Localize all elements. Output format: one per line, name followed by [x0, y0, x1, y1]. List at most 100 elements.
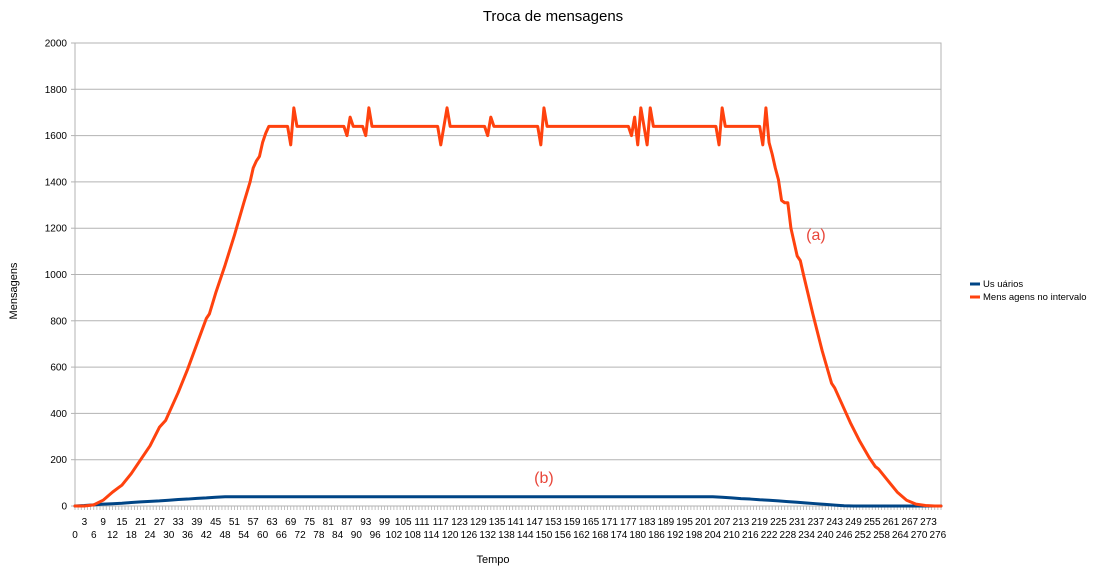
x-axis-title: Tempo — [476, 554, 509, 566]
x-tick-label: 108 — [404, 530, 421, 541]
x-tick-label: 69 — [285, 517, 297, 528]
chart-title: Troca de mensagens — [483, 8, 623, 25]
annotation-label: (b) — [534, 470, 554, 487]
x-tick-label: 3 — [82, 517, 88, 528]
x-tick-label: 270 — [911, 530, 928, 541]
x-tick-label: 84 — [332, 530, 344, 541]
x-tick-label: 99 — [379, 517, 391, 528]
x-tick-label: 111 — [414, 517, 430, 528]
x-tick-label: 132 — [479, 530, 496, 541]
x-tick-label: 45 — [210, 517, 222, 528]
x-tick-label: 78 — [313, 530, 325, 541]
x-tick-label: 264 — [892, 530, 909, 541]
y-tick-label: 800 — [50, 316, 67, 327]
y-tick-label: 2000 — [45, 39, 68, 50]
x-tick-label: 225 — [770, 517, 787, 528]
x-tick-label: 165 — [583, 517, 600, 528]
x-tick-label: 267 — [901, 517, 918, 528]
x-tick-label: 216 — [742, 530, 759, 541]
x-tick-label: 147 — [526, 517, 543, 528]
x-tick-label: 51 — [229, 517, 241, 528]
x-tick-label: 159 — [564, 517, 581, 528]
x-tick-label: 210 — [723, 530, 740, 541]
x-tick-label: 129 — [470, 517, 487, 528]
x-tick-label: 243 — [826, 517, 843, 528]
x-tick-label: 63 — [266, 517, 278, 528]
x-tick-label: 18 — [126, 530, 138, 541]
y-tick-label: 1200 — [45, 224, 68, 235]
x-tick-label: 150 — [536, 530, 553, 541]
x-tick-label: 249 — [845, 517, 862, 528]
x-tick-label: 201 — [695, 517, 712, 528]
x-tick-label: 138 — [498, 530, 515, 541]
x-tick-label: 39 — [191, 517, 203, 528]
x-tick-label: 135 — [489, 517, 506, 528]
x-tick-label: 261 — [883, 517, 900, 528]
x-tick-label: 6 — [91, 530, 97, 541]
x-tick-label: 93 — [360, 517, 372, 528]
x-tick-label: 228 — [779, 530, 796, 541]
x-tick-label: 174 — [611, 530, 628, 541]
x-tick-label: 222 — [761, 530, 778, 541]
series-line-usuarios — [73, 495, 943, 508]
x-tick-label: 42 — [201, 530, 213, 541]
x-tick-label: 162 — [573, 530, 590, 541]
x-tick-label: 180 — [629, 530, 646, 541]
y-tick-label: 1800 — [45, 85, 68, 96]
x-tick-label: 123 — [451, 517, 468, 528]
legend-label-mensagens: Mens agens no intervalo — [983, 292, 1087, 303]
x-tick-label: 120 — [442, 530, 459, 541]
y-axis: 0 200 400 600 800 1000 1200 1400 1600 1800 2000 — [45, 39, 75, 513]
x-tick-label: 9 — [100, 517, 106, 528]
annotation-label: (a) — [806, 227, 826, 244]
x-tick-label: 12 — [107, 530, 119, 541]
x-tick-label: 171 — [601, 517, 618, 528]
x-tick-label: 276 — [930, 530, 947, 541]
x-tick-label: 213 — [733, 517, 750, 528]
x-tick-label: 75 — [304, 517, 316, 528]
x-tick-label: 240 — [817, 530, 834, 541]
y-tick-label: 600 — [50, 363, 67, 374]
x-tick-label: 102 — [386, 530, 403, 541]
x-tick-label: 219 — [751, 517, 768, 528]
x-tick-label: 54 — [238, 530, 250, 541]
x-tick-label: 168 — [592, 530, 609, 541]
series-line-mensagens — [73, 106, 943, 508]
legend-label-usuarios: Us uários — [983, 279, 1023, 290]
x-tick-label: 192 — [667, 530, 684, 541]
x-tick-label: 33 — [173, 517, 185, 528]
x-tick-label: 66 — [276, 530, 288, 541]
y-tick-label: 0 — [61, 502, 67, 513]
x-tick-label: 96 — [370, 530, 382, 541]
x-tick-label: 252 — [854, 530, 871, 541]
y-tick-label: 1000 — [45, 270, 68, 281]
x-tick-label: 189 — [658, 517, 675, 528]
x-tick-label: 273 — [920, 517, 937, 528]
x-tick-label: 0 — [72, 530, 78, 541]
x-tick-label: 186 — [648, 530, 665, 541]
x-tick-label: 234 — [798, 530, 815, 541]
x-tick-label: 15 — [116, 517, 128, 528]
x-tick-label: 177 — [620, 517, 637, 528]
series-group — [73, 106, 943, 508]
y-tick-label: 1600 — [45, 131, 68, 142]
y-tick-label: 200 — [50, 455, 67, 466]
x-tick-label: 114 — [423, 530, 439, 541]
x-tick-label: 141 — [507, 517, 524, 528]
x-tick-label: 207 — [714, 517, 731, 528]
x-tick-label: 87 — [341, 517, 353, 528]
x-tick-label: 21 — [135, 517, 147, 528]
x-tick-label: 183 — [639, 517, 656, 528]
x-tick-label: 57 — [248, 517, 260, 528]
x-tick-label: 153 — [545, 517, 562, 528]
x-tick-label: 60 — [257, 530, 269, 541]
x-tick-label: 81 — [323, 517, 335, 528]
x-tick-label: 105 — [395, 517, 412, 528]
x-tick-label: 258 — [873, 530, 890, 541]
x-tick-label: 30 — [163, 530, 175, 541]
x-tick-label: 237 — [808, 517, 825, 528]
y-tick-label: 400 — [50, 409, 67, 420]
x-tick-label: 117 — [433, 517, 449, 528]
x-tick-label: 24 — [144, 530, 156, 541]
